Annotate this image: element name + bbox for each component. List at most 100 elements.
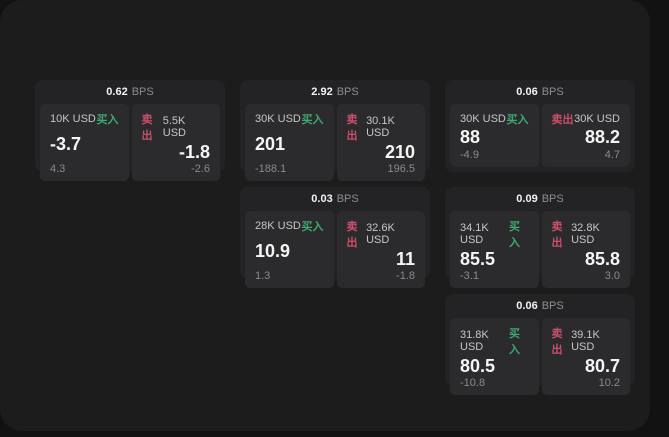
- bps-value: 0.09: [516, 193, 538, 205]
- sell-amount: 30.1K USD: [366, 115, 395, 139]
- bps-header: 0.03 BPS: [245, 187, 425, 211]
- sell-price: 11: [395, 249, 415, 269]
- buy-label: 买入: [96, 114, 119, 126]
- bps-value: 2.92: [311, 86, 333, 98]
- buy-price: 201: [255, 134, 286, 154]
- sell-panel[interactable]: 卖出 39.1K USD 80.7 10.2: [541, 318, 630, 395]
- sell-panel[interactable]: 卖出 32.8K USD 85.8 3.0: [541, 211, 630, 288]
- quote-panels: 28K USD 买入 10.9 1.3 卖出 32.6K USD 11 -1.8: [245, 211, 425, 288]
- buy-panel[interactable]: 30K USD 买入 88 -4.9: [450, 104, 539, 167]
- bps-unit: BPS: [336, 193, 359, 205]
- bps-header: 0.06 BPS: [450, 294, 630, 318]
- buy-price: 88: [460, 127, 481, 148]
- quote-card: 0.06 BPS 31.8K USD 买入 80.5 -10.8 卖出 39.1…: [445, 294, 635, 395]
- sell-panel-top: 卖出 32.8K USD: [552, 218, 621, 250]
- quote-panels: 30K USD 买入 88 -4.9 卖出 30K USD 88.2 4.7: [450, 104, 630, 167]
- bps-unit: BPS: [131, 86, 154, 98]
- sell-amount: 30K USD: [574, 113, 620, 125]
- quote-panels: 31.8K USD 买入 80.5 -10.8 卖出 39.1K USD 80.…: [450, 318, 630, 395]
- sell-label: 卖出: [346, 221, 358, 249]
- sell-panel[interactable]: 卖出 5.5K USD -1.8 -2.6: [131, 104, 220, 181]
- sell-amount: 39.1K USD: [571, 329, 600, 353]
- bps-value: 0.62: [106, 86, 128, 98]
- bps-header: 0.62 BPS: [40, 80, 220, 104]
- bps-value: 0.06: [516, 300, 538, 312]
- buy-amount: 30K USD: [460, 113, 506, 125]
- buy-delta: 4.3: [50, 162, 66, 175]
- buy-label: 买入: [301, 114, 324, 126]
- buy-amount: 10K USD: [50, 113, 96, 125]
- buy-panel-top: 30K USD 买入: [460, 111, 529, 127]
- buy-amount: 30K USD: [255, 113, 301, 125]
- quote-card: 0.62 BPS 10K USD 买入 -3.7 4.3 卖出 5.5K USD: [35, 80, 225, 181]
- bps-header: 0.09 BPS: [450, 187, 630, 211]
- bps-unit: BPS: [336, 86, 359, 98]
- quote-panels: 30K USD 买入 201 -188.1 卖出 30.1K USD 210 1…: [245, 104, 425, 181]
- sell-label: 卖出: [551, 114, 574, 126]
- sell-label: 卖出: [551, 328, 563, 356]
- buy-panel-top: 34.1K USD 买入: [460, 218, 529, 250]
- buy-label: 买入: [301, 221, 324, 233]
- buy-delta: -4.9: [460, 148, 479, 161]
- sell-delta: 10.2: [598, 376, 620, 389]
- sell-panel-top: 卖出 30.1K USD: [347, 111, 416, 143]
- sell-label: 卖出: [141, 114, 153, 142]
- bps-header: 0.06 BPS: [450, 80, 630, 104]
- buy-panel[interactable]: 10K USD 买入 -3.7 4.3: [40, 104, 129, 181]
- buy-amount: 28K USD: [255, 220, 301, 232]
- buy-panel-top: 28K USD 买入: [255, 218, 324, 234]
- buy-label: 买入: [508, 328, 520, 356]
- sell-panel-top: 卖出 5.5K USD: [142, 111, 211, 143]
- buy-panel[interactable]: 31.8K USD 买入 80.5 -10.8: [450, 318, 539, 395]
- sell-price: 85.8: [584, 249, 620, 269]
- buy-label: 买入: [508, 221, 520, 249]
- buy-panel-top: 10K USD 买入: [50, 111, 119, 127]
- buy-panel[interactable]: 30K USD 买入 201 -188.1: [245, 104, 334, 181]
- bps-value: 0.06: [516, 86, 538, 98]
- buy-delta: -3.1: [460, 269, 479, 282]
- sell-panel[interactable]: 卖出 32.6K USD 11 -1.8: [336, 211, 425, 288]
- sell-delta: -1.8: [396, 269, 415, 282]
- buy-label: 买入: [506, 114, 529, 126]
- quote-card: 0.06 BPS 30K USD 买入 88 -4.9 卖出 30K USD: [445, 80, 635, 172]
- quote-card: 2.92 BPS 30K USD 买入 201 -188.1 卖出 30.1K …: [240, 80, 430, 181]
- buy-price: 85.5: [460, 249, 496, 269]
- buy-price: 10.9: [255, 241, 291, 261]
- sell-amount: 32.8K USD: [571, 222, 600, 246]
- bps-unit: BPS: [541, 86, 564, 98]
- buy-panel[interactable]: 28K USD 买入 10.9 1.3: [245, 211, 334, 288]
- sell-amount: 5.5K USD: [162, 115, 186, 139]
- buy-delta: 1.3: [255, 269, 271, 282]
- bps-unit: BPS: [541, 193, 564, 205]
- sell-panel[interactable]: 卖出 30K USD 88.2 4.7: [541, 104, 630, 167]
- buy-price: -3.7: [50, 134, 82, 154]
- sell-price: 88.2: [584, 127, 620, 148]
- buy-panel-top: 30K USD 买入: [255, 111, 324, 127]
- buy-price: 80.5: [460, 356, 496, 376]
- sell-price: 210: [384, 142, 415, 162]
- sell-panel-top: 卖出 32.6K USD: [347, 218, 416, 250]
- sell-delta: -2.6: [191, 162, 210, 175]
- sell-delta: 4.7: [604, 148, 620, 161]
- sell-label: 卖出: [551, 221, 563, 249]
- buy-panel-top: 31.8K USD 买入: [460, 325, 529, 357]
- sell-panel-top: 卖出 39.1K USD: [552, 325, 621, 357]
- sell-price: -1.8: [178, 142, 210, 162]
- sell-delta: 3.0: [604, 269, 620, 282]
- quotes-grid: 0.62 BPS 10K USD 买入 -3.7 4.3 卖出 5.5K USD: [35, 80, 635, 395]
- sell-amount: 32.6K USD: [366, 222, 395, 246]
- sell-label: 卖出: [346, 114, 358, 142]
- sell-price: 80.7: [584, 356, 620, 376]
- bps-value: 0.03: [311, 193, 333, 205]
- sell-panel[interactable]: 卖出 30.1K USD 210 196.5: [336, 104, 425, 181]
- buy-amount: 34.1K USD: [460, 222, 489, 246]
- quote-panels: 10K USD 买入 -3.7 4.3 卖出 5.5K USD -1.8 -2.…: [40, 104, 220, 181]
- buy-amount: 31.8K USD: [460, 329, 489, 353]
- buy-panel[interactable]: 34.1K USD 买入 85.5 -3.1: [450, 211, 539, 288]
- quote-card: 0.09 BPS 34.1K USD 买入 85.5 -3.1 卖出 32.8K…: [445, 187, 635, 288]
- bps-unit: BPS: [541, 300, 564, 312]
- app-window: 0.62 BPS 10K USD 买入 -3.7 4.3 卖出 5.5K USD: [0, 0, 650, 431]
- sell-panel-top: 卖出 30K USD: [552, 111, 621, 127]
- buy-delta: -10.8: [460, 376, 486, 389]
- bps-header: 2.92 BPS: [245, 80, 425, 104]
